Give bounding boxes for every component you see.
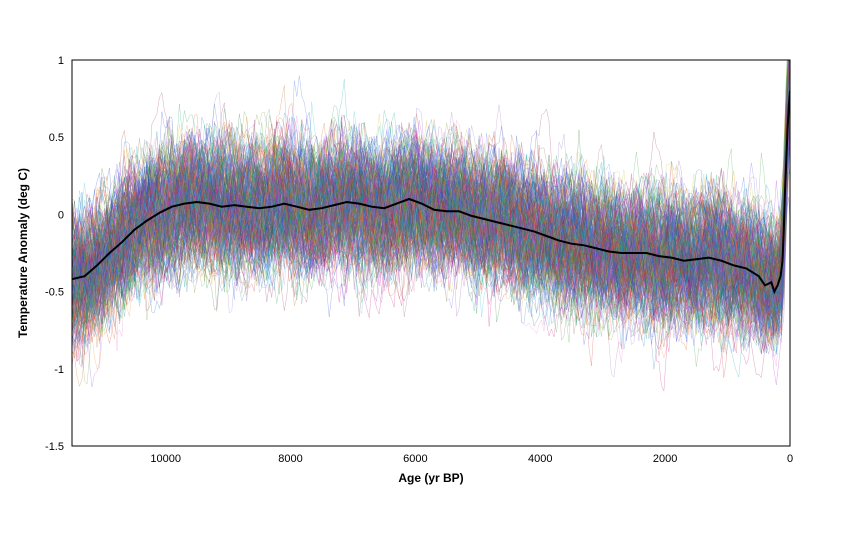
y-tick-label: -1 — [54, 364, 64, 376]
y-tick-label: -1.5 — [45, 441, 64, 453]
line-chart: 0 2000 4000 6000 8000 10000 Age (yr BP) -1.5 -1 -… — [0, 0, 850, 536]
x-tick-label: 6000 — [403, 453, 427, 465]
y-axis-label: Temperature Anomaly (deg C) — [16, 168, 30, 338]
x-tick-label: 2000 — [653, 453, 677, 465]
x-tick-label: 4000 — [528, 453, 552, 465]
y-tick-label: 1 — [58, 55, 64, 67]
x-axis-label: Age (yr BP) — [398, 471, 463, 485]
x-tick-label: 0 — [787, 453, 793, 465]
y-tick-label: 0 — [58, 209, 64, 221]
y-tick-label: -0.5 — [45, 287, 64, 299]
chart-container: 0 2000 4000 6000 8000 10000 Age (yr BP) -1.5 -1 -… — [0, 0, 850, 536]
x-tick-label: 8000 — [278, 453, 302, 465]
x-tick-label: 10000 — [150, 453, 181, 465]
y-tick-label: 0.5 — [49, 132, 64, 144]
